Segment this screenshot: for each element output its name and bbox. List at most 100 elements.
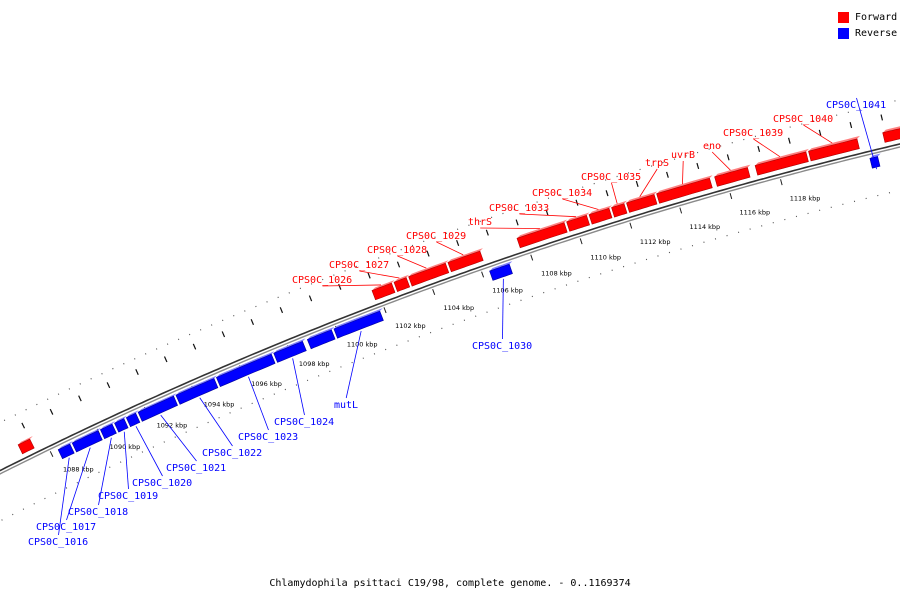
feature-cps0c-1040[interactable]	[808, 138, 860, 162]
leader-cps0c-1035	[611, 182, 618, 204]
feature-top-thrs	[517, 219, 568, 239]
label-cps0c-1022: CPS0C_1022	[202, 448, 262, 459]
ruler-label-1092: 1092 kbp	[157, 421, 188, 429]
minor-tick	[635, 180, 639, 187]
minor-tick	[367, 272, 371, 279]
feature-cps0c-1025[interactable]	[306, 329, 336, 350]
ruler-label-1102: 1102 kbp	[395, 322, 426, 330]
label-cps0c-1019: CPS0C_1019	[98, 491, 158, 502]
minor-tick	[788, 137, 791, 144]
feature-top-cps0c-1019	[114, 415, 127, 424]
minor-tick	[308, 295, 313, 302]
feature-cps0c-1018[interactable]	[99, 423, 117, 440]
leader-cps0c-1023	[248, 376, 269, 431]
feature-cps0c-1023[interactable]	[216, 353, 276, 387]
feature-cps0c-1026[interactable]	[371, 282, 396, 301]
feature-cps0c-1027[interactable]	[393, 277, 411, 292]
leader-cps0c-1033	[519, 213, 576, 218]
feature-labels: CPS0C_1016 CPS0C_1017 CPS0C_1018 CPS0C_1019…	[28, 97, 886, 548]
ruler-label-1108: 1108 kbp	[541, 270, 572, 278]
feature-track	[17, 126, 900, 460]
label-uvrb: uvrB	[671, 150, 695, 161]
leader-cps0c-1016	[58, 457, 70, 536]
minor-tick	[49, 408, 54, 415]
feature-top-mutl	[333, 308, 383, 329]
ruler-label-1104: 1104 kbp	[444, 304, 475, 312]
leader-cps0c-1024	[292, 358, 305, 416]
feature-cps0c-1019[interactable]	[114, 418, 129, 433]
feature-cps0c-1035[interactable]	[611, 203, 628, 218]
ruler-label-1106: 1106 kbp	[492, 287, 523, 295]
feature-cps0c-1024[interactable]	[273, 341, 307, 363]
leader-cps0c-1039	[753, 138, 781, 158]
ruler-label-1110: 1110 kbp	[590, 253, 621, 261]
feature-top-eno	[714, 164, 751, 177]
feature-cps0c-1015[interactable]	[17, 438, 35, 455]
feature-cps0c-1029[interactable]	[447, 250, 484, 273]
feature-top-cps0c-1035	[611, 200, 627, 208]
minor-tick	[696, 162, 700, 170]
legend-reverse: Reverse	[838, 25, 897, 41]
leader-cps0c-1027	[359, 270, 400, 279]
feature-top-cps0c-1022	[175, 375, 217, 396]
feature-cps0c-1039[interactable]	[754, 151, 809, 176]
leader-thrs	[480, 227, 540, 229]
feature-top-cps0c-1042	[882, 126, 900, 133]
minor-tick	[818, 129, 822, 136]
feature-cps0c-1020[interactable]	[125, 412, 141, 428]
feature-top-cps0c-1021	[138, 393, 177, 413]
minor-tick	[757, 145, 761, 152]
ruler-tick-1118	[780, 179, 783, 186]
feature-cps0c-1022[interactable]	[175, 378, 219, 405]
feature-cps0c-1034[interactable]	[588, 207, 613, 225]
label-cps0c-1027: CPS0C_1027	[329, 260, 389, 271]
feature-mutl[interactable]	[333, 310, 384, 339]
feature-top-cps0c-1041	[869, 153, 881, 159]
legend-reverse-label: Reverse	[855, 27, 898, 39]
label-cps0c-1039: CPS0C_1039	[723, 128, 783, 139]
feature-top-cps0c-1027	[394, 274, 410, 283]
label-cps0c-1035: CPS0C_1035	[581, 172, 641, 183]
label-trps: trpS	[645, 158, 669, 169]
feature-cps0c-1028[interactable]	[408, 262, 450, 287]
leader-cps0c-1019	[123, 431, 129, 490]
label-cps0c-1016: CPS0C_1016	[28, 537, 88, 548]
ruler-label-1098: 1098 kbp	[299, 360, 330, 368]
feature-top-cps0c-1020	[126, 410, 139, 418]
feature-trps[interactable]	[626, 194, 658, 213]
backbone-shadow	[0, 146, 900, 475]
feature-cps0c-1042[interactable]	[882, 127, 900, 143]
label-cps0c-1040: CPS0C_1040	[773, 114, 833, 125]
leader-cps0c-1040	[803, 124, 833, 144]
ruler-tick-1114	[679, 207, 683, 214]
feature-top-cps0c-1016	[58, 441, 73, 450]
legend-forward: Forward	[838, 9, 897, 25]
backbone-line	[0, 143, 900, 472]
feature-cps0c-1017[interactable]	[71, 430, 103, 453]
leader-cps0c-1021	[160, 414, 197, 462]
minor-tick	[338, 283, 342, 290]
minor-tick	[163, 356, 168, 363]
ruler-tick-1106	[481, 271, 485, 278]
feature-thrs[interactable]	[516, 222, 568, 249]
minor-tick	[605, 190, 609, 197]
minor-tick	[135, 369, 139, 376]
feature-uvrb[interactable]	[656, 177, 713, 204]
feature-eno[interactable]	[714, 167, 751, 187]
minor-tick	[726, 154, 730, 161]
feature-cps0c-1030[interactable]	[489, 263, 513, 281]
label-cps0c-1041: CPS0C_1041	[826, 100, 886, 111]
feature-cps0c-1021[interactable]	[137, 395, 178, 422]
feature-top-cps0c-1034	[589, 205, 612, 215]
ruler-tick-1104	[432, 289, 436, 296]
feature-top-cps0c-1028	[408, 260, 449, 277]
feature-cps0c-1016[interactable]	[57, 443, 75, 460]
legend: Forward Reverse	[838, 9, 897, 41]
forward-swatch	[838, 11, 849, 23]
feature-cps0c-1033[interactable]	[566, 215, 590, 232]
ruler-label-1088: 1088 kbp	[63, 465, 94, 473]
label-cps0c-1017: CPS0C_1017	[36, 522, 96, 533]
ruler-label-1100: 1100 kbp	[347, 341, 378, 349]
feature-top-cps0c-1024	[273, 338, 306, 354]
